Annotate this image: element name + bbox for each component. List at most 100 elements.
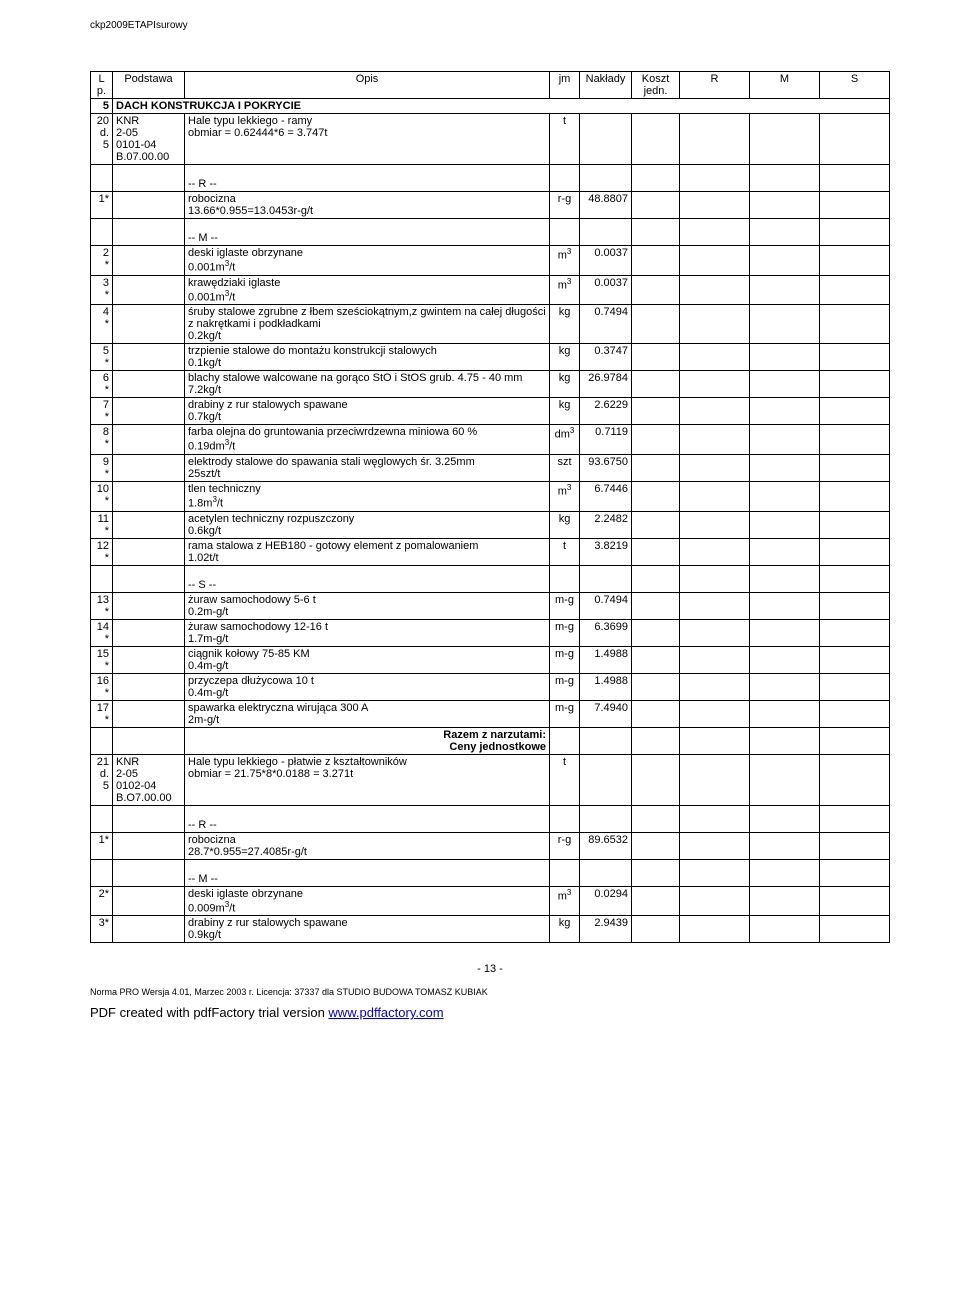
lp: 2* <box>91 886 113 916</box>
jm: kg <box>550 916 580 943</box>
jm: m-g <box>550 592 580 619</box>
cell <box>113 219 185 246</box>
table-row: -- R -- <box>91 805 890 832</box>
opis: Hale typu lekkiego - płatwie z kształtow… <box>185 754 550 805</box>
jm: r-g <box>550 832 580 859</box>
cell <box>113 592 185 619</box>
cell <box>632 619 680 646</box>
opis: śruby stalowe zgrubne z łbem sześciokątn… <box>185 305 550 344</box>
cell <box>113 165 185 192</box>
pdf-link[interactable]: www.pdffactory.com <box>328 1005 443 1020</box>
cell <box>632 344 680 371</box>
cell <box>750 832 820 859</box>
jm: m3 <box>550 481 580 511</box>
cell <box>820 344 890 371</box>
cell <box>680 305 750 344</box>
table-row: 2*deski iglaste obrzynane0.001m3/tm30.00… <box>91 246 890 276</box>
table-row: 1*robocizna13.66*0.955=13.0453r-g/tr-g48… <box>91 192 890 219</box>
cell <box>632 916 680 943</box>
val: 0.0037 <box>580 275 632 305</box>
cell <box>632 165 680 192</box>
table-row: 9*elektrody stalowe do spawania stali wę… <box>91 454 890 481</box>
cell <box>680 592 750 619</box>
cell <box>820 754 890 805</box>
cell <box>113 371 185 398</box>
cell <box>750 305 820 344</box>
col-lp: L p. <box>91 72 113 99</box>
table-row: 21d.5KNR2-050102-04B.O7.00.00Hale typu l… <box>91 754 890 805</box>
val: 26.9784 <box>580 371 632 398</box>
cell <box>680 859 750 886</box>
opis: drabiny z rur stalowych spawane0.9kg/t <box>185 916 550 943</box>
cell <box>750 916 820 943</box>
val: 93.6750 <box>580 454 632 481</box>
naklady <box>580 114 632 165</box>
cell <box>550 727 580 754</box>
cell <box>820 565 890 592</box>
table-row: 8*farba olejna do gruntowania przeciwrdz… <box>91 425 890 455</box>
cell <box>680 646 750 673</box>
lp: 1* <box>91 192 113 219</box>
table-row: 3*krawędziaki iglaste0.001m3/tm30.0037 <box>91 275 890 305</box>
cell <box>820 425 890 455</box>
cell <box>580 805 632 832</box>
val: 3.8219 <box>580 538 632 565</box>
lp: 11* <box>91 511 113 538</box>
koszt <box>632 114 680 165</box>
val: 6.3699 <box>580 619 632 646</box>
cell <box>680 619 750 646</box>
opis: robocizna13.66*0.955=13.0453r-g/t <box>185 192 550 219</box>
cell <box>680 754 750 805</box>
cell <box>91 859 113 886</box>
jm: m3 <box>550 275 580 305</box>
cell <box>113 727 185 754</box>
cell <box>820 832 890 859</box>
lp: 7* <box>91 398 113 425</box>
cell <box>750 646 820 673</box>
jm: szt <box>550 454 580 481</box>
jm: m-g <box>550 619 580 646</box>
cell <box>113 275 185 305</box>
cell <box>820 727 890 754</box>
cell <box>113 700 185 727</box>
table-row: 12*rama stalowa z HEB180 - gotowy elemen… <box>91 538 890 565</box>
cell <box>750 275 820 305</box>
cell <box>632 754 680 805</box>
lp: 20d.5 <box>91 114 113 165</box>
cell <box>680 275 750 305</box>
cell <box>680 565 750 592</box>
cell <box>632 727 680 754</box>
cell <box>820 805 890 832</box>
cell <box>680 886 750 916</box>
page-number: - 13 - <box>90 963 890 975</box>
podstawa: KNR2-050102-04B.O7.00.00 <box>113 754 185 805</box>
cell <box>632 538 680 565</box>
cell <box>680 511 750 538</box>
lp: 14* <box>91 619 113 646</box>
opis: ciągnik kołowy 75-85 KM0.4m-g/t <box>185 646 550 673</box>
opis: spawarka elektryczna wirująca 300 A2m-g/… <box>185 700 550 727</box>
val: 2.2482 <box>580 511 632 538</box>
section-title: DACH KONSTRUKCJA I POKRYCIE <box>113 99 890 114</box>
jm: m-g <box>550 673 580 700</box>
cell <box>750 192 820 219</box>
cell <box>820 219 890 246</box>
col-r: R <box>680 72 750 99</box>
col-podstawa: Podstawa <box>113 72 185 99</box>
cell <box>632 646 680 673</box>
cell <box>113 538 185 565</box>
table-row: 10*tlen techniczny1.8m3/tm36.7446 <box>91 481 890 511</box>
cell <box>680 425 750 455</box>
cell <box>680 481 750 511</box>
lp: 2* <box>91 246 113 276</box>
cell <box>113 916 185 943</box>
jm: t <box>550 114 580 165</box>
opis: Hale typu lekkiego - ramyobmiar = 0.6244… <box>185 114 550 165</box>
cell <box>750 344 820 371</box>
lp: 17* <box>91 700 113 727</box>
cell <box>820 646 890 673</box>
opis: deski iglaste obrzynane0.001m3/t <box>185 246 550 276</box>
table-row: 5*trzpienie stalowe do montażu konstrukc… <box>91 344 890 371</box>
cell <box>680 700 750 727</box>
jm: kg <box>550 398 580 425</box>
